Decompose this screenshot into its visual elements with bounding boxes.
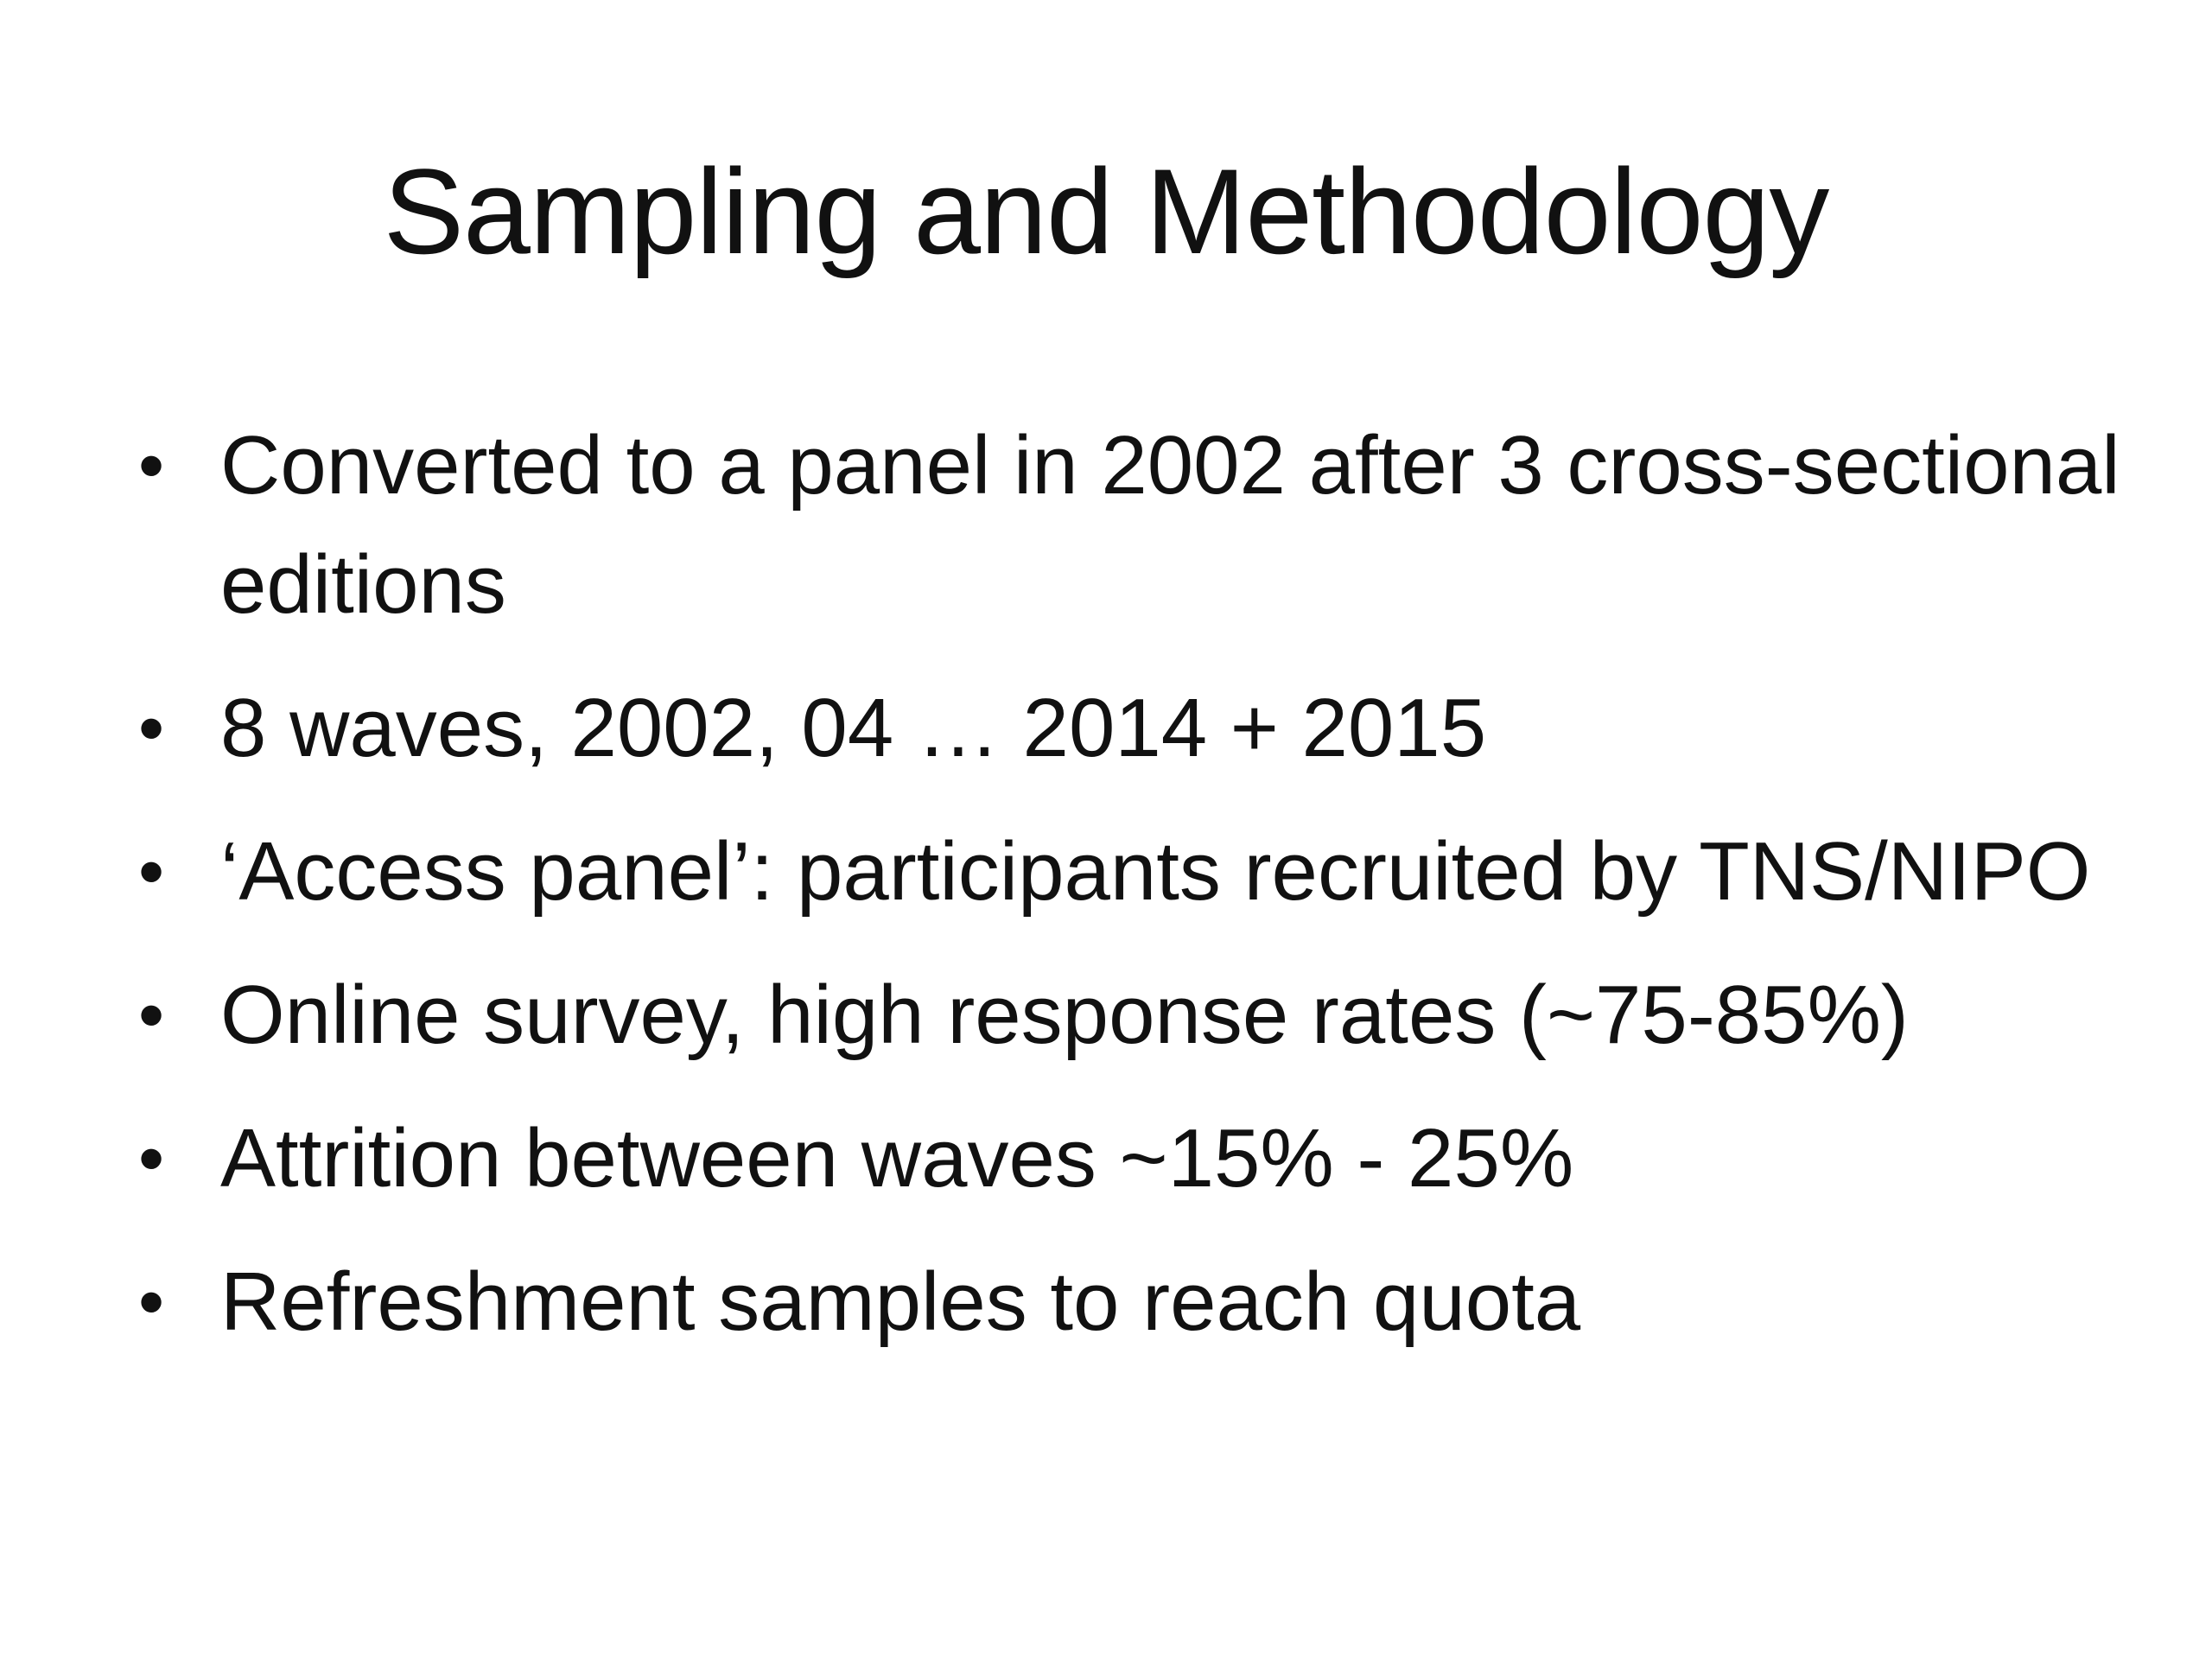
bullet-icon: •	[138, 687, 165, 770]
bullet-text: Refreshment samples to reach quota	[220, 1255, 1581, 1348]
bullet-icon: •	[138, 1117, 165, 1200]
bullet-item: • Converted to a panel in 2002 after 3 c…	[130, 406, 2126, 645]
slide-title: Sampling and Methodology	[383, 143, 1830, 279]
bullet-item: • 8 waves, 2002, 04 … 2014 + 2015	[130, 669, 2126, 788]
bullet-icon: •	[138, 974, 165, 1057]
bullet-text: ‘Access panel’: participants recruited b…	[220, 825, 2091, 918]
bullet-item: • Online survey, high response rates (~7…	[130, 956, 2126, 1075]
bullet-item: • Refreshment samples to reach quota	[130, 1243, 2126, 1362]
bullet-text: 8 waves, 2002, 04 … 2014 + 2015	[220, 682, 1487, 774]
bullet-icon: •	[138, 424, 165, 507]
bullet-item: • ‘Access panel’: participants recruited…	[130, 812, 2126, 931]
bullet-text: Converted to a panel in 2002 after 3 cro…	[220, 419, 2120, 631]
bullet-text: Attrition between waves ~15% - 25%	[220, 1112, 1574, 1205]
bullet-icon: •	[138, 1261, 165, 1344]
bullet-item: • Attrition between waves ~15% - 25%	[130, 1099, 2126, 1218]
bullet-list: • Converted to a panel in 2002 after 3 c…	[130, 406, 2126, 1386]
bullet-text: Online survey, high response rates (~75-…	[220, 969, 1909, 1061]
bullet-icon: •	[138, 830, 165, 913]
